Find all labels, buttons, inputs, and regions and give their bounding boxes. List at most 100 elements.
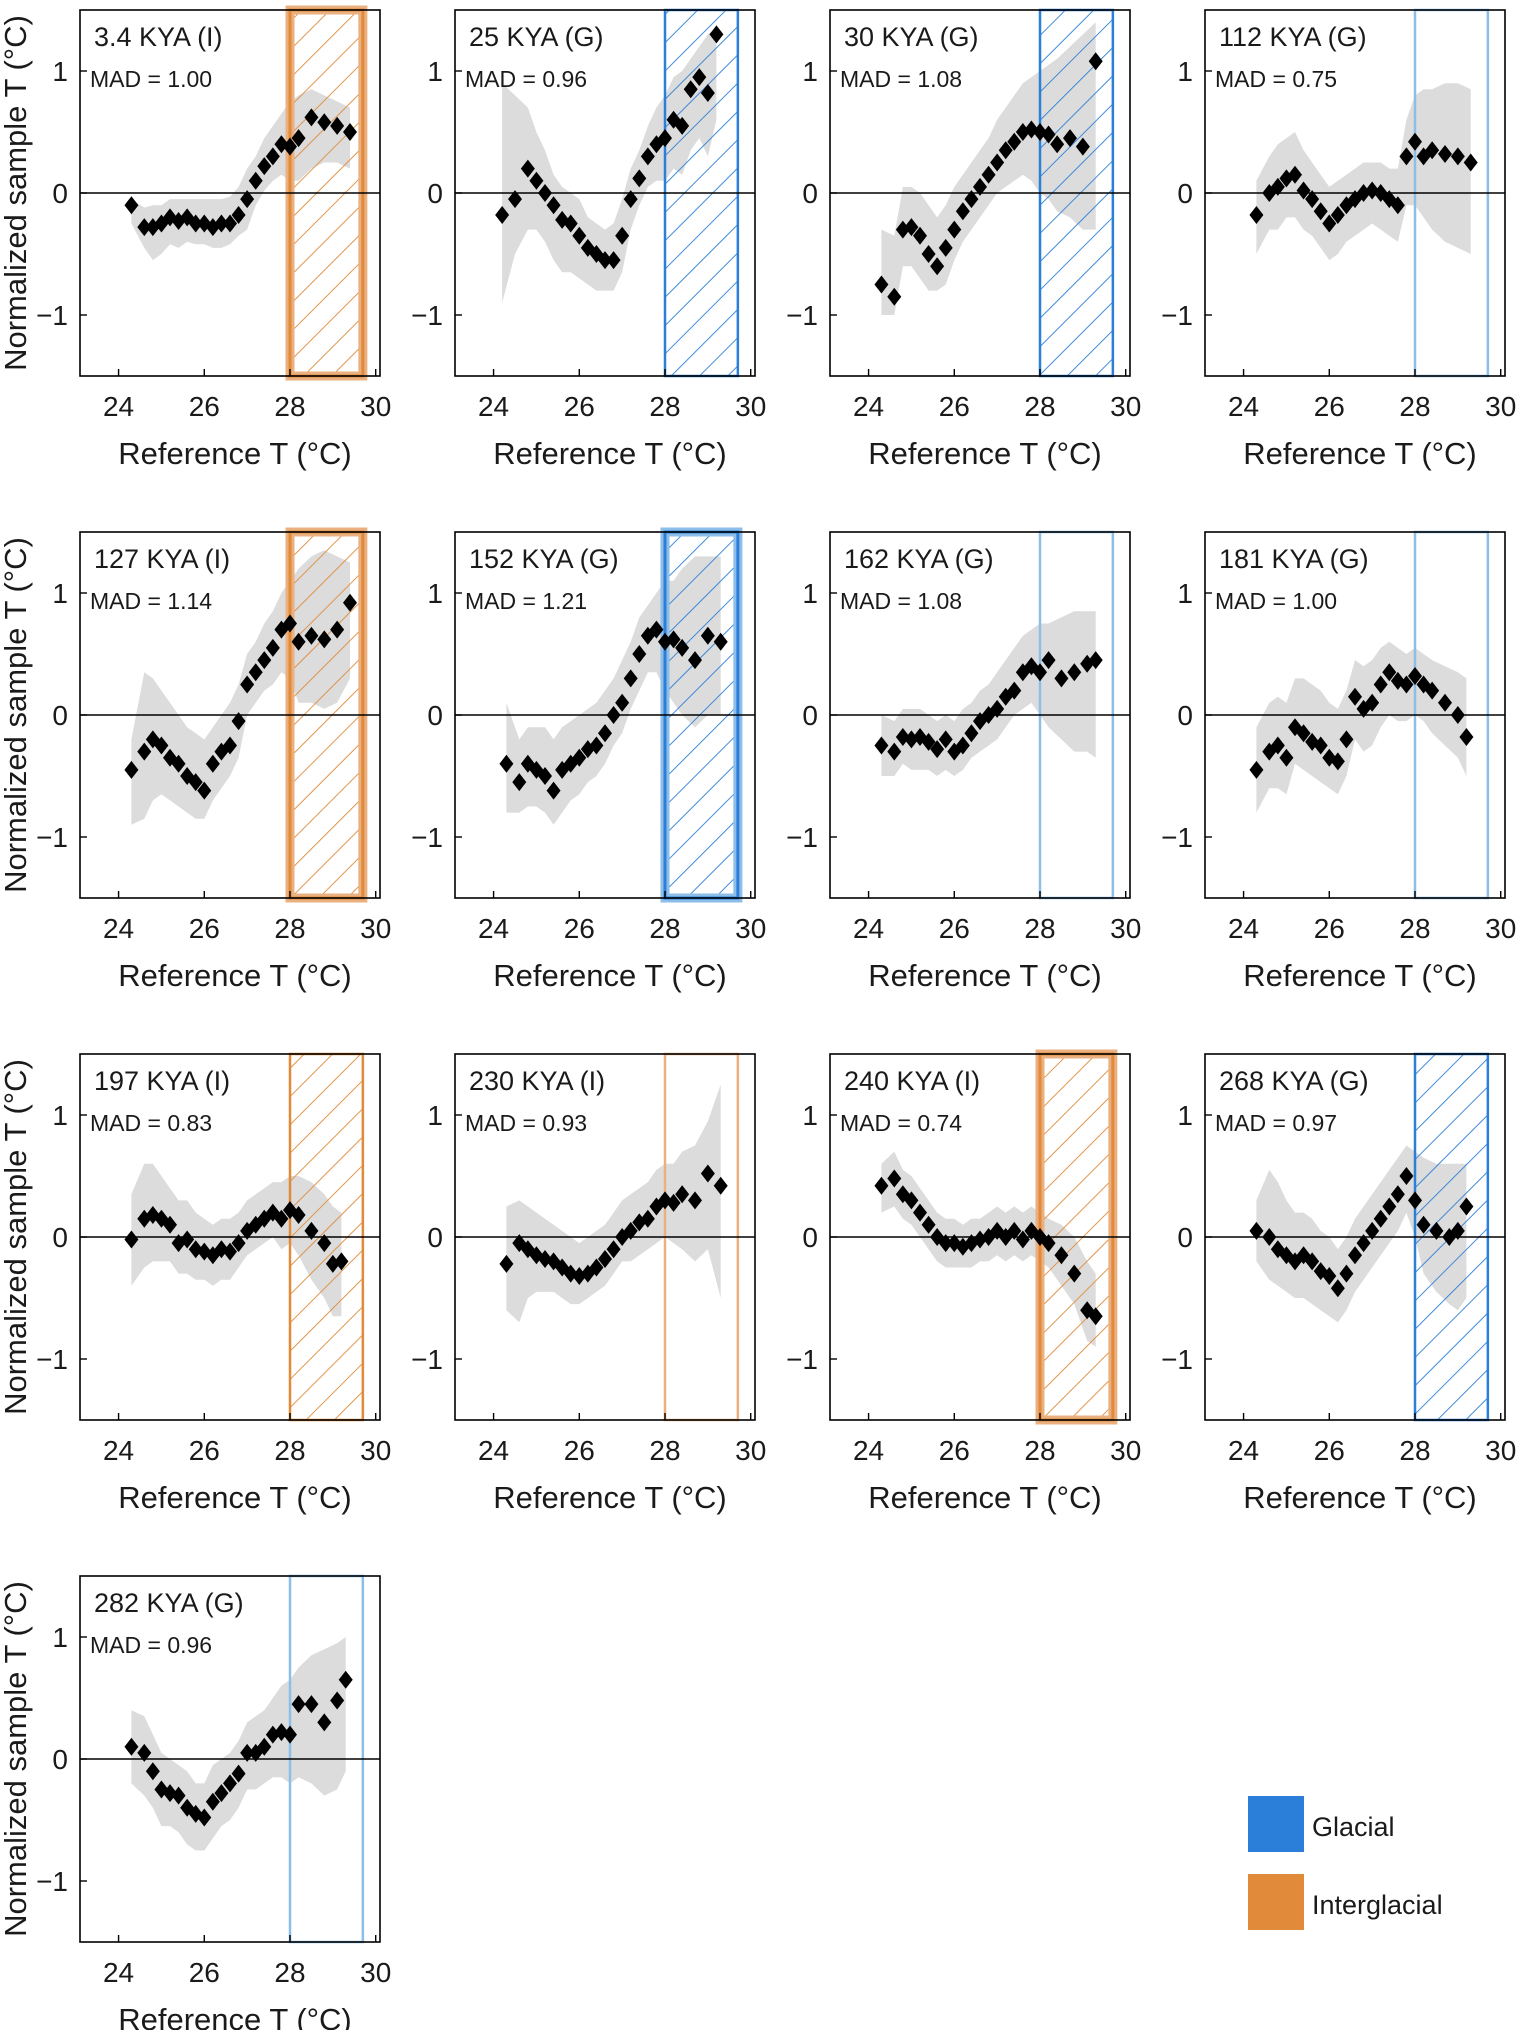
data-point <box>1054 669 1069 688</box>
x-tick-label: 26 <box>939 1435 970 1466</box>
data-point <box>214 214 229 233</box>
x-tick-label: 24 <box>1228 913 1259 944</box>
panel: 24 26 28 30 −1 0 1 Reference T (°C) Normalized s… <box>0 527 391 993</box>
data-point <box>666 630 681 649</box>
y-tick-label: 1 <box>802 578 818 609</box>
data-point <box>304 1695 319 1714</box>
panel: 24 26 28 30 −1 0 1 Reference T (°C) 162 KYA (G) M… <box>786 530 1141 993</box>
panel-title: 152 KYA (G) <box>469 544 619 574</box>
x-tick-label: 24 <box>853 913 884 944</box>
x-axis-label: Reference T (°C) <box>868 958 1102 993</box>
data-point <box>990 153 1005 172</box>
x-tick-label: 24 <box>478 913 509 944</box>
data-point <box>1365 1221 1380 1240</box>
data-point <box>683 80 698 99</box>
data-point <box>1339 730 1354 749</box>
panel-title: 197 KYA (I) <box>94 1066 230 1096</box>
data-point <box>675 116 690 135</box>
legend-swatch-interglacial <box>1248 1874 1304 1930</box>
panel-mad: MAD = 1.14 <box>90 588 212 614</box>
data-point <box>1339 1264 1354 1283</box>
panel-mad: MAD = 1.00 <box>1215 588 1337 614</box>
x-tick-label: 30 <box>735 391 766 422</box>
data-point <box>1408 666 1422 685</box>
x-tick-label: 26 <box>1314 913 1345 944</box>
data-point <box>904 1191 919 1210</box>
x-tick-label: 24 <box>103 913 134 944</box>
data-point <box>1450 706 1465 724</box>
x-tick-label: 24 <box>103 391 134 422</box>
panel-mad: MAD = 0.96 <box>465 66 587 92</box>
data-point <box>171 1786 186 1805</box>
data-point <box>1041 125 1056 144</box>
data-point <box>1373 1209 1388 1228</box>
data-point <box>124 1230 139 1249</box>
data-point <box>874 1176 889 1195</box>
x-tick-label: 30 <box>1485 391 1516 422</box>
data-point <box>512 773 527 792</box>
panel-title: 127 KYA (I) <box>94 544 230 574</box>
data-point <box>1356 1234 1371 1253</box>
data-point <box>304 1221 319 1240</box>
legend: Glacial Interglacial <box>1248 1796 1443 1930</box>
x-tick-label: 26 <box>189 391 220 422</box>
data-point <box>223 1774 237 1793</box>
panel: 24 26 28 30 −1 0 1 Reference T (°C) 230 KYA (I) M… <box>411 1052 766 1515</box>
data-point <box>700 1164 715 1183</box>
panel-title: 112 KYA (G) <box>1219 22 1367 52</box>
data-point <box>632 645 647 663</box>
data-point <box>1249 205 1264 224</box>
data-point <box>688 651 702 670</box>
x-tick-label: 26 <box>564 913 595 944</box>
data-point <box>623 1221 638 1240</box>
x-tick-label: 24 <box>1228 1435 1259 1466</box>
data-point <box>223 736 237 755</box>
data-point <box>1390 1185 1405 1204</box>
data-point <box>623 190 638 209</box>
x-tick-label: 26 <box>564 1435 595 1466</box>
data-point <box>1322 214 1337 233</box>
y-tick-label: 1 <box>52 578 68 609</box>
data-point <box>317 113 332 132</box>
data-point <box>1288 165 1302 184</box>
data-point <box>921 732 936 751</box>
data-point <box>615 226 630 245</box>
data-point <box>589 736 604 755</box>
data-point <box>1459 1197 1474 1216</box>
data-point <box>938 1234 953 1253</box>
data-point <box>538 767 552 785</box>
data-point <box>124 760 139 779</box>
data-point <box>240 675 255 694</box>
data-point <box>1330 205 1345 224</box>
uncertainty-band <box>881 611 1096 776</box>
data-point <box>640 147 655 166</box>
data-point <box>598 1249 612 1268</box>
y-tick-label: 1 <box>427 56 443 87</box>
y-tick-label: 1 <box>1177 578 1193 609</box>
data-point <box>938 238 953 257</box>
x-tick-label: 28 <box>649 913 680 944</box>
data-point <box>930 257 945 276</box>
data-point <box>572 748 587 767</box>
data-point <box>904 218 919 237</box>
data-point <box>675 638 690 657</box>
data-point <box>197 781 212 800</box>
data-point <box>874 736 889 755</box>
data-point <box>231 1764 246 1783</box>
x-tick-label: 26 <box>1314 391 1345 422</box>
data-point <box>1249 1221 1264 1240</box>
data-point <box>231 712 246 731</box>
panel-title: 162 KYA (G) <box>844 544 994 574</box>
data-point <box>572 226 587 245</box>
panel-mad: MAD = 1.00 <box>90 66 212 92</box>
data-point <box>1249 760 1264 779</box>
uncertainty-band <box>881 1151 1096 1347</box>
data-point <box>248 171 263 190</box>
data-point <box>1007 1221 1022 1240</box>
data-point <box>675 1185 690 1204</box>
x-tick-label: 28 <box>1024 1435 1055 1466</box>
uncertainty-band <box>1256 641 1467 813</box>
data-point <box>495 205 510 224</box>
data-point <box>205 754 220 773</box>
